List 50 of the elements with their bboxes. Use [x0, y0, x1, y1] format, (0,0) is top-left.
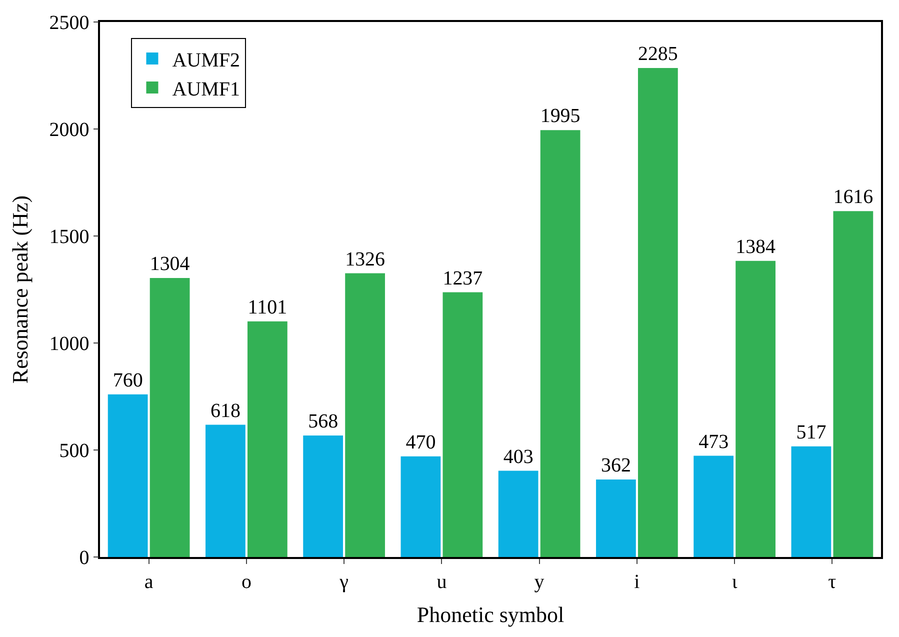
- bar: [345, 273, 385, 557]
- x-axis-title: Phonetic symbol: [416, 602, 564, 628]
- data-label: 618: [210, 400, 240, 422]
- data-label: 760: [112, 369, 143, 392]
- x-tick-label: i: [634, 570, 640, 593]
- data-label: 517: [796, 421, 826, 444]
- data-label: 403: [503, 446, 534, 468]
- bar: [540, 130, 580, 557]
- x-tick-label: τ: [828, 570, 836, 593]
- x-tick-label: o: [241, 570, 252, 593]
- y-tick-label: 2000: [49, 119, 90, 141]
- bar: [498, 470, 538, 557]
- data-label: 2285: [638, 43, 678, 66]
- bar: [303, 435, 344, 557]
- data-label: 568: [308, 410, 338, 432]
- bar: [108, 394, 148, 557]
- x-tick-label: u: [436, 570, 447, 593]
- bar: [206, 424, 246, 557]
- data-label: 1237: [442, 267, 483, 290]
- bar: [596, 480, 636, 557]
- data-label: 1616: [833, 186, 874, 208]
- y-tick-label: 2500: [49, 12, 90, 34]
- bar: [694, 456, 734, 557]
- data-label: 362: [600, 454, 631, 477]
- data-label: 1384: [736, 236, 776, 258]
- bar: [833, 211, 874, 557]
- y-axis-title: Resonance peak (Hz): [8, 195, 33, 384]
- legend-label: AUMF1: [172, 78, 240, 100]
- y-tick-label: 500: [59, 440, 90, 462]
- x-tick-label: a: [144, 570, 154, 593]
- data-label: 470: [406, 431, 436, 454]
- bar: [736, 260, 776, 557]
- bar: [442, 292, 483, 557]
- data-label: 1995: [540, 105, 580, 128]
- bar: [150, 278, 190, 557]
- y-tick-label: 0: [79, 547, 90, 569]
- y-tick-label: 1000: [49, 333, 90, 355]
- data-label: 1326: [345, 248, 386, 270]
- bar: [638, 68, 678, 557]
- bar: [247, 321, 288, 557]
- legend-label: AUMF2: [172, 49, 240, 72]
- x-tick-label: ι: [732, 570, 738, 593]
- x-tick-label: γ: [338, 570, 349, 593]
- bar: [791, 446, 832, 557]
- y-tick-label: 1500: [49, 226, 90, 248]
- data-label: 1304: [150, 252, 190, 275]
- bar: [400, 456, 441, 557]
- x-tick-label: y: [534, 570, 544, 593]
- data-label: 473: [698, 430, 729, 453]
- data-label: 1101: [248, 296, 288, 318]
